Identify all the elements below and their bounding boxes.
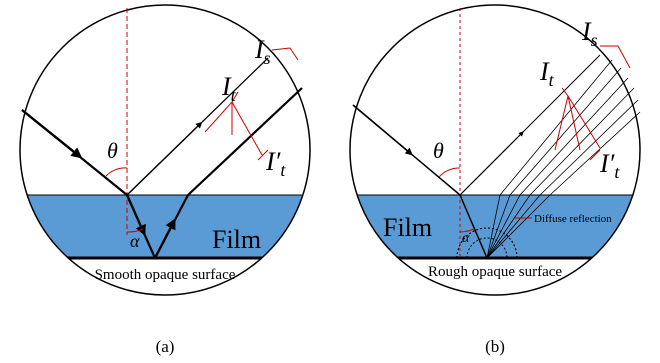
film-layer — [18, 195, 314, 258]
theta-label: θ — [107, 138, 118, 163]
panel-a: θ α It Is I′t Film Smooth opaque surface… — [18, 5, 314, 356]
label-main: I′ — [265, 147, 281, 176]
film-label: Film — [212, 225, 261, 254]
panel-b: θ α It Is I′t Film Diffuse reflection Ro… — [348, 5, 644, 356]
intensity-label: I′t — [265, 147, 286, 180]
label-sub: t — [549, 70, 555, 90]
label-sub: s — [591, 30, 598, 50]
figure: θ α It Is I′t Film Smooth opaque surface… — [0, 0, 660, 363]
caption: (b) — [485, 337, 505, 356]
alpha-label: α — [130, 231, 140, 251]
surface-label: Rough opaque surface — [428, 264, 562, 280]
intensity-label: It — [539, 57, 555, 90]
caption: (a) — [156, 337, 175, 356]
intensity-label: It — [221, 72, 237, 105]
label-main: I′ — [599, 149, 615, 178]
label-sub: t — [614, 162, 620, 182]
label-sub: s — [264, 48, 271, 68]
theta-label: θ — [433, 138, 444, 163]
film-label: Film — [383, 213, 432, 242]
surface-label: Smooth opaque surface — [95, 267, 236, 283]
annotation: Diffuse reflection — [534, 213, 612, 225]
intensity-label: Is — [581, 17, 598, 50]
label-sub: t — [280, 160, 286, 180]
intensity-label: I′t — [599, 149, 620, 182]
intensity-label: Is — [254, 35, 271, 68]
alpha-label: α — [462, 231, 470, 246]
